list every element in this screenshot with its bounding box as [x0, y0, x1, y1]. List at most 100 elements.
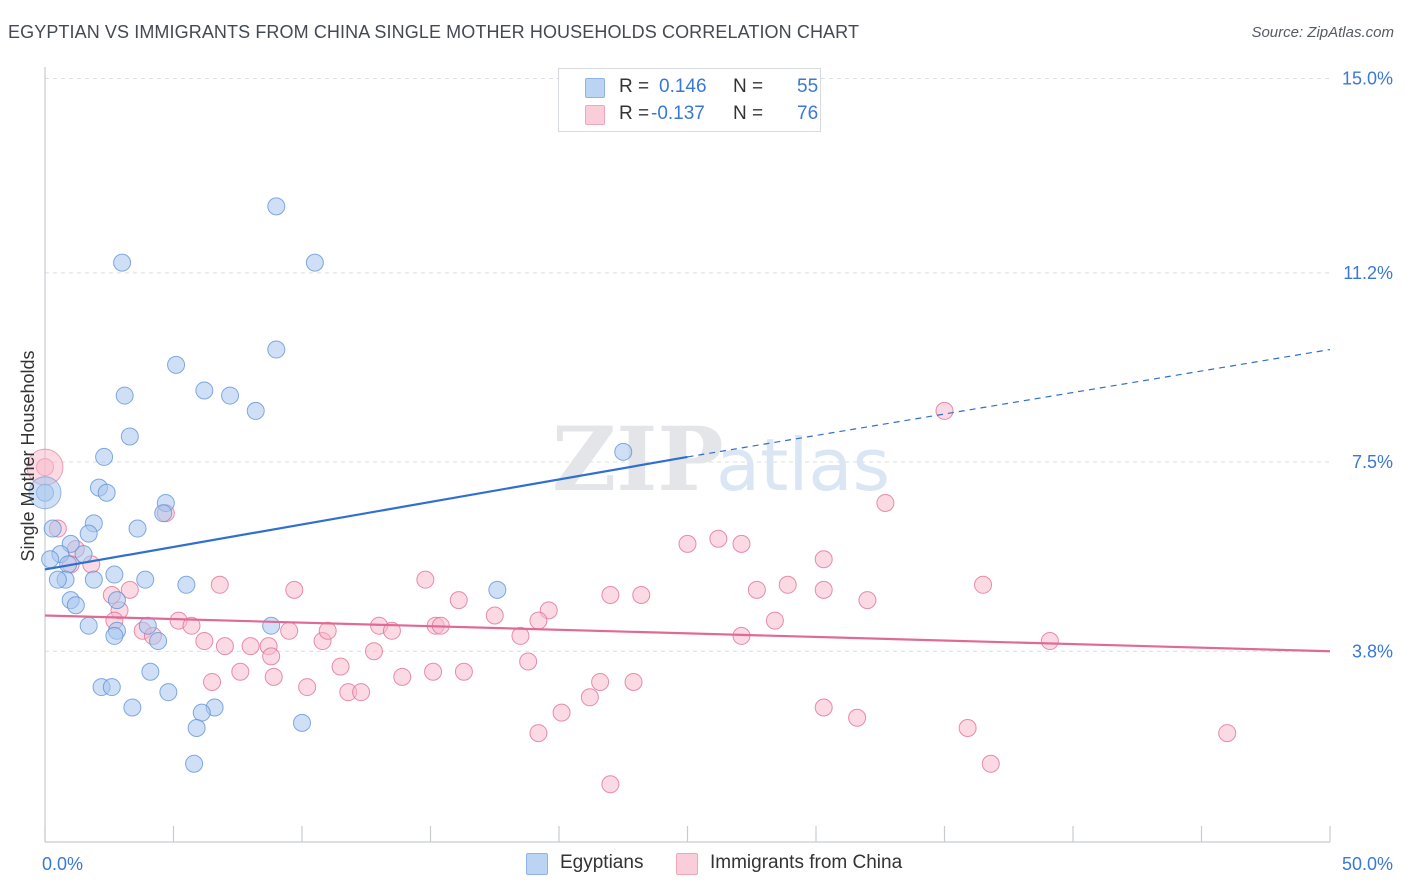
source-label: Source: ZipAtlas.com: [1251, 24, 1394, 41]
china-point: [195, 632, 214, 651]
egyptian-point: [305, 253, 324, 272]
egyptian-point: [187, 718, 206, 737]
china-point: [120, 580, 139, 599]
china-points: [26, 401, 1237, 794]
egyptian-point: [102, 678, 121, 697]
egyptian-point: [74, 545, 93, 564]
egyptian-point: [120, 427, 139, 446]
china-point: [591, 672, 610, 691]
y-tick-label: 3.8%: [1352, 641, 1393, 661]
china-point: [454, 662, 473, 681]
tick-labels: 3.8% 7.5% 11.2% 15.0% 0.0% 50.0% Single Mother…: [18, 69, 1393, 875]
china-point: [231, 662, 250, 681]
egyptian-point: [79, 616, 98, 635]
egyptian-point: [614, 442, 633, 461]
china-trend-line: [44, 614, 1331, 653]
egyptians-trend-extension: [687, 348, 1331, 458]
china-point: [262, 647, 281, 666]
china-point: [747, 580, 766, 599]
n-label: N =: [733, 103, 764, 124]
egyptians-trend-line: [44, 455, 688, 571]
egyptian-points: [28, 197, 633, 773]
china-point: [298, 678, 317, 697]
egyptian-point: [41, 550, 60, 569]
china-point: [678, 534, 697, 553]
x-tick-label: 50.0%: [1342, 854, 1393, 874]
china-point: [981, 754, 1000, 773]
china-r-value: -0.137: [651, 103, 705, 124]
egyptian-point: [48, 570, 67, 589]
china-point: [778, 575, 797, 594]
egyptian-point: [105, 565, 124, 584]
china-point: [732, 534, 751, 553]
egyptian-point: [267, 197, 286, 216]
egyptians-n-value: 55: [797, 76, 819, 97]
egyptian-point: [141, 662, 160, 681]
china-point: [580, 688, 599, 707]
china-point: [318, 621, 337, 640]
egyptian-point: [177, 575, 196, 594]
china-point: [552, 703, 571, 722]
egyptian-point: [84, 570, 103, 589]
trend-lines: [44, 348, 1331, 653]
china-point: [449, 591, 468, 610]
egyptian-point: [107, 591, 126, 610]
egyptian-point: [149, 632, 168, 651]
egyptian-point: [159, 683, 178, 702]
china-point: [765, 611, 784, 630]
y-axis-label: Single Mother Households: [18, 350, 38, 561]
china-point: [511, 626, 530, 645]
chart-title: EGYPTIAN VS IMMIGRANTS FROM CHINA SINGLE…: [8, 22, 860, 42]
egyptian-point: [66, 596, 85, 615]
china-point: [632, 586, 651, 605]
china-point: [529, 724, 548, 743]
egyptian-point: [115, 386, 134, 405]
egyptians-legend-label: Egyptians: [560, 852, 644, 873]
china-point: [416, 570, 435, 589]
china-point: [601, 586, 620, 605]
watermark-atlas: atlas: [716, 423, 890, 507]
china-point: [814, 698, 833, 717]
china-point: [519, 652, 538, 671]
egyptian-point: [95, 447, 114, 466]
china-n-value: 76: [797, 103, 819, 124]
china-point: [814, 580, 833, 599]
y-tick-label: 7.5%: [1352, 452, 1393, 472]
china-point: [241, 637, 260, 656]
china-point: [1040, 632, 1059, 651]
egyptian-point: [262, 616, 281, 635]
china-point: [285, 580, 304, 599]
egyptians-legend-swatch: [526, 853, 548, 875]
china-point: [858, 591, 877, 610]
x-tick-label: 0.0%: [42, 854, 83, 874]
egyptian-point: [136, 570, 155, 589]
egyptian-point: [154, 504, 173, 523]
china-point: [364, 642, 383, 661]
egyptian-point: [97, 483, 116, 502]
china-point: [876, 493, 895, 512]
n-label: N =: [733, 76, 764, 97]
egyptian-point: [79, 524, 98, 543]
china-point: [215, 637, 234, 656]
egyptians-swatch: [585, 78, 605, 98]
y-tick-label: 15.0%: [1342, 69, 1393, 89]
china-point: [424, 662, 443, 681]
egyptian-point: [293, 713, 311, 732]
china-point: [331, 657, 350, 676]
egyptian-point: [221, 386, 240, 405]
china-point: [848, 708, 867, 727]
china-point: [935, 401, 954, 420]
china-point: [601, 775, 620, 794]
china-point: [210, 575, 229, 594]
egyptian-point: [138, 616, 157, 635]
egyptian-point: [113, 253, 132, 272]
watermark-zip: ZIP: [552, 407, 724, 511]
r-label: R =: [619, 76, 650, 97]
china-point: [958, 718, 977, 737]
egyptian-point: [128, 519, 147, 538]
r-label: R =: [619, 103, 650, 124]
correlation-legend: R = 0.146 N = 55 R = -0.137 N = 76: [558, 68, 821, 132]
china-legend-label: Immigrants from China: [710, 852, 903, 873]
egyptian-point: [488, 580, 507, 599]
